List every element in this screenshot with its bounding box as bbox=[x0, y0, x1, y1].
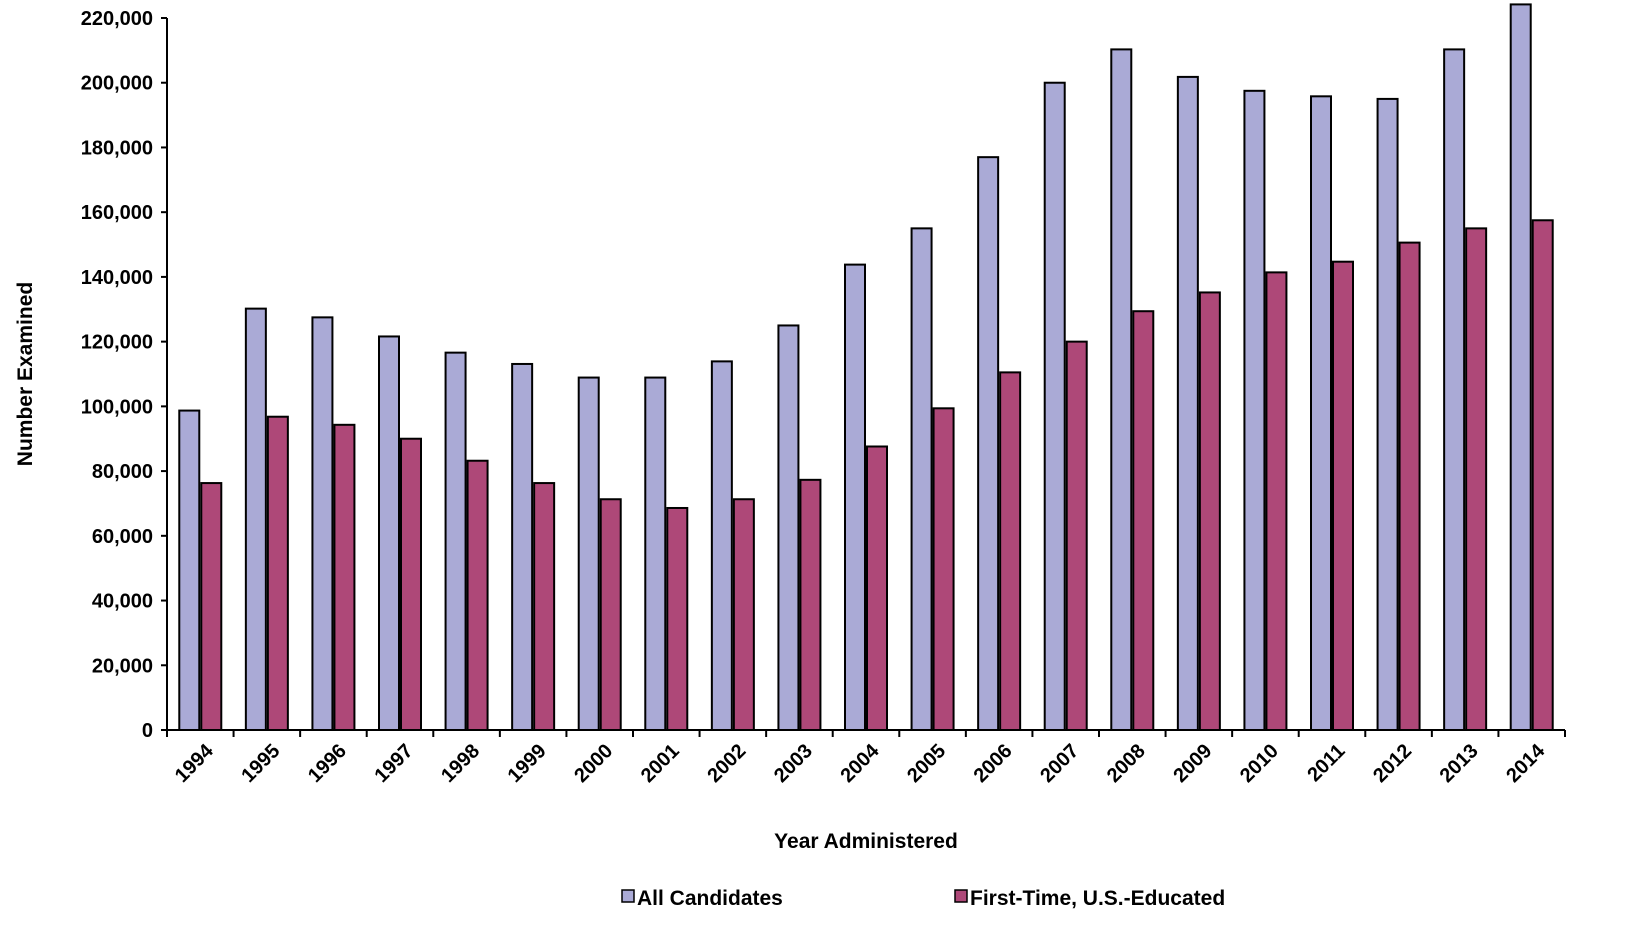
x-tick-label: 2002 bbox=[703, 740, 750, 787]
bar-all-candidates-1999 bbox=[511, 362, 534, 731]
y-tick-label: 60,000 bbox=[92, 526, 153, 548]
bar-all-candidates-2006 bbox=[977, 156, 1000, 731]
x-tick-label: 1995 bbox=[237, 740, 284, 787]
bar-all-candidates-1998 bbox=[444, 351, 467, 731]
x-tick-label: 2003 bbox=[770, 740, 817, 787]
bar-all-candidates-1994 bbox=[178, 409, 201, 731]
bar-all-candidates-2005 bbox=[910, 227, 933, 731]
bar-first-time-us-educated-1999 bbox=[533, 482, 556, 731]
x-tick-label: 2014 bbox=[1502, 739, 1550, 787]
legend-label: First-Time, U.S.-Educated bbox=[970, 887, 1225, 910]
bar-first-time-us-educated-2010 bbox=[1265, 271, 1288, 731]
bar-first-time-us-educated-2011 bbox=[1332, 260, 1354, 731]
y-axis-title: Number Examined bbox=[14, 282, 37, 466]
y-tick-label: 80,000 bbox=[92, 461, 153, 483]
bar-first-time-us-educated-2006 bbox=[999, 371, 1022, 731]
x-tick-label: 1998 bbox=[437, 740, 484, 787]
bar-first-time-us-educated-2001 bbox=[666, 506, 689, 731]
y-tick-label: 140,000 bbox=[81, 267, 153, 289]
axes-group bbox=[166, 18, 1565, 731]
x-tick-label: 2005 bbox=[903, 740, 950, 787]
bar-all-candidates-2007 bbox=[1043, 81, 1066, 731]
bar-first-time-us-educated-2003 bbox=[799, 478, 822, 732]
bar-all-candidates-2008 bbox=[1110, 48, 1133, 732]
bar-all-candidates-2011 bbox=[1310, 95, 1332, 731]
x-tick-label: 2004 bbox=[837, 739, 885, 787]
bar-all-candidates-2013 bbox=[1443, 48, 1466, 732]
bar-all-candidates-1997 bbox=[378, 335, 400, 731]
legend-label: All Candidates bbox=[637, 887, 783, 910]
bar-all-candidates-1995 bbox=[244, 307, 267, 731]
x-tick-label: 2008 bbox=[1103, 740, 1150, 787]
y-tick-label: 40,000 bbox=[92, 591, 153, 613]
y-axis-title-group: Number Examined bbox=[14, 282, 37, 466]
bar-first-time-us-educated-2005 bbox=[932, 407, 955, 731]
legend-swatch bbox=[621, 889, 635, 903]
x-tick-label: 2013 bbox=[1436, 740, 1483, 787]
x-tick-label: 2006 bbox=[970, 740, 1017, 787]
legend-swatch bbox=[954, 889, 968, 903]
bar-all-candidates-2000 bbox=[577, 376, 600, 731]
bar-all-candidates-1996 bbox=[311, 316, 334, 731]
bar-first-time-us-educated-1995 bbox=[266, 415, 289, 731]
bar-first-time-us-educated-2012 bbox=[1398, 241, 1421, 731]
bar-first-time-us-educated-2009 bbox=[1198, 291, 1221, 731]
bar-all-candidates-2001 bbox=[644, 376, 667, 731]
x-tick-label: 2001 bbox=[637, 740, 684, 787]
legend: All Candidates First-Time, U.S.-Educated bbox=[621, 887, 1225, 910]
bar-first-time-us-educated-2007 bbox=[1065, 340, 1088, 731]
y-tick-label: 20,000 bbox=[92, 655, 153, 677]
y-tick-label: 160,000 bbox=[81, 202, 153, 224]
x-tick-label: 2012 bbox=[1369, 740, 1416, 787]
bar-all-candidates-2014 bbox=[1509, 3, 1532, 731]
bar-all-candidates-2004 bbox=[844, 263, 866, 731]
x-tick-label: 1996 bbox=[304, 740, 351, 787]
y-tick-label: 180,000 bbox=[81, 137, 153, 159]
y-tick-label: 0 bbox=[142, 720, 153, 742]
bar-first-time-us-educated-1997 bbox=[400, 437, 422, 731]
y-tick-label: 120,000 bbox=[81, 332, 153, 354]
bar-first-time-us-educated-2002 bbox=[732, 498, 755, 732]
bar-first-time-us-educated-2004 bbox=[866, 445, 888, 731]
x-tick-label: 1994 bbox=[171, 739, 219, 787]
y-tick-label: 100,000 bbox=[81, 396, 153, 418]
bar-first-time-us-educated-2013 bbox=[1465, 227, 1488, 731]
bar-first-time-us-educated-1996 bbox=[333, 423, 356, 731]
x-tick-label: 1997 bbox=[371, 740, 418, 787]
x-axis-ticks: 1994 1995 1996 1997 1998 1999 2000 2001 2002 2003… bbox=[166, 730, 1566, 787]
x-tick-label: 2010 bbox=[1236, 740, 1283, 787]
bar-all-candidates-2002 bbox=[710, 360, 733, 731]
bars-group bbox=[178, 3, 1554, 732]
bar-first-time-us-educated-2000 bbox=[599, 498, 622, 732]
x-tick-label: 2007 bbox=[1036, 740, 1083, 787]
bar-first-time-us-educated-1994 bbox=[200, 482, 223, 731]
y-tick-label: 200,000 bbox=[81, 73, 153, 95]
bar-first-time-us-educated-2014 bbox=[1531, 219, 1554, 731]
x-tick-label: 2009 bbox=[1169, 740, 1216, 787]
y-axis-ticks: 0 20,000 40,000 60,000 80,000 100,000 120,000 1… bbox=[81, 8, 167, 742]
x-axis-title: Year Administered bbox=[774, 830, 958, 853]
x-tick-label: 2011 bbox=[1303, 740, 1349, 786]
bar-all-candidates-2009 bbox=[1176, 75, 1199, 732]
bar-all-candidates-2003 bbox=[777, 324, 800, 731]
bar-all-candidates-2010 bbox=[1243, 89, 1266, 732]
x-tick-label: 2000 bbox=[570, 740, 617, 787]
y-tick-label: 220,000 bbox=[81, 8, 153, 30]
bar-first-time-us-educated-1998 bbox=[466, 459, 489, 731]
bar-first-time-us-educated-2008 bbox=[1132, 310, 1155, 731]
bar-all-candidates-2012 bbox=[1376, 97, 1399, 731]
x-tick-label: 1999 bbox=[504, 740, 551, 787]
